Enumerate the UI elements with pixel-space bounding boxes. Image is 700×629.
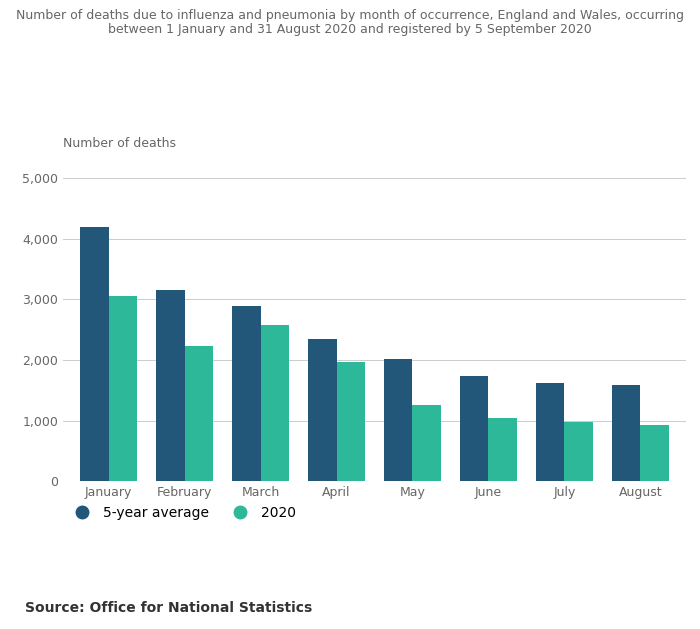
Bar: [155, 291, 185, 481]
Text: Number of deaths due to influenza and pneumonia by month of occurrence, England : Number of deaths due to influenza and pn…: [16, 9, 684, 23]
Bar: [612, 386, 640, 481]
Bar: [536, 383, 564, 481]
Text: between 1 January and 31 August 2020 and registered by 5 September 2020: between 1 January and 31 August 2020 and…: [108, 23, 592, 36]
Bar: [384, 359, 412, 481]
Bar: [412, 405, 442, 481]
Bar: [185, 345, 214, 481]
Text: Source: Office for National Statistics: Source: Office for National Statistics: [25, 601, 312, 615]
Bar: [640, 425, 669, 481]
Bar: [307, 339, 337, 481]
Bar: [80, 227, 108, 481]
Bar: [460, 376, 489, 481]
Legend: 5-year average, 2020: 5-year average, 2020: [63, 501, 301, 526]
Bar: [564, 423, 594, 481]
Bar: [489, 418, 517, 481]
Bar: [108, 296, 137, 481]
Bar: [232, 306, 260, 481]
Bar: [260, 325, 289, 481]
Bar: [337, 362, 365, 481]
Text: Number of deaths: Number of deaths: [63, 136, 176, 150]
